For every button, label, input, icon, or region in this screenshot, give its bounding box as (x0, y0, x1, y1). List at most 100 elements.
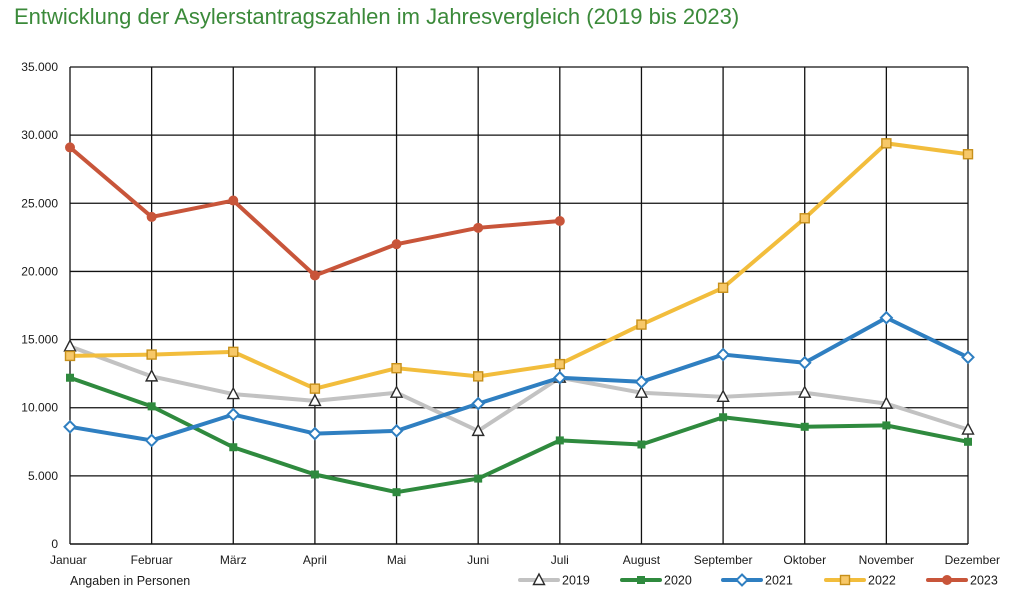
data-point-2020-november (882, 421, 891, 430)
data-point-2023-april (309, 270, 320, 281)
x-tick-label-dezember: Dezember (945, 553, 1000, 567)
legend-marker-2021 (735, 573, 749, 587)
legend-marker-2020 (637, 576, 645, 584)
data-point-2023-januar (65, 142, 75, 153)
y-tick-label: 30.000 (21, 128, 58, 142)
data-point-2020-oktober (800, 422, 809, 431)
data-point-2023-mai (391, 239, 402, 250)
data-point-2019-januar (63, 338, 77, 352)
data-point-2022-februar (146, 349, 157, 360)
series-line-2021 (68, 315, 970, 443)
series-2020 (66, 373, 972, 497)
legend-label-2020: 2020 (664, 574, 692, 588)
legend-item-2023: 2023 (926, 574, 998, 588)
legend-label-2019: 2019 (562, 574, 590, 588)
legend-item-2019: 2019 (518, 572, 590, 588)
data-point-2021-april (307, 426, 322, 441)
data-point-2022-april (309, 383, 321, 394)
data-point-2022-oktober (799, 213, 810, 224)
data-point-2020-mai (392, 488, 401, 497)
x-tick-label-august: August (623, 553, 661, 567)
data-point-2019-februar (144, 368, 159, 382)
data-point-2020-september (719, 413, 728, 422)
x-tick-label-november: November (859, 553, 914, 567)
data-point-2021-mai (389, 423, 404, 438)
data-point-2023-juni (473, 222, 484, 233)
data-point-2020-dezember (964, 437, 972, 446)
data-point-2022-november (881, 138, 892, 149)
series-2022 (64, 138, 974, 394)
data-point-2021-august (634, 374, 649, 389)
data-point-2022-august (636, 319, 647, 330)
x-tick-label-marz: März (220, 553, 247, 567)
data-point-2019-november (879, 396, 894, 409)
data-point-2022-september (717, 282, 729, 293)
legend-label-2023: 2023 (970, 574, 998, 588)
data-point-2020-januar (66, 373, 74, 382)
legend-marker-2019 (532, 572, 546, 586)
y-tick-label: 10.000 (21, 401, 58, 415)
data-point-2020-august (637, 440, 646, 449)
y-tick-label: 25.000 (21, 196, 58, 210)
legend-item-2021: 2021 (721, 573, 793, 588)
data-point-2019-dezember (961, 422, 975, 435)
y-tick-label: 35.000 (21, 60, 58, 74)
data-point-2019-juni (471, 423, 485, 437)
chart-title: Entwicklung der Asylerstantragszahlen im… (14, 4, 740, 29)
data-point-2019-september (716, 389, 730, 403)
grid (69, 66, 969, 545)
legend-marker-2023 (942, 575, 952, 585)
data-point-2019-april (308, 393, 322, 407)
unit-note: Angaben in Personen (70, 574, 190, 588)
series-2023 (65, 142, 565, 281)
legend-label-2022: 2022 (868, 574, 896, 588)
y-tick-label: 0 (51, 537, 58, 551)
data-point-2023-juli (554, 216, 565, 227)
data-point-2021-juni (471, 396, 486, 411)
y-axis-ticks: 0 5.000 10.000 15.000 20.000 25.000 30.000 35.0… (21, 60, 58, 551)
data-point-2022-marz (228, 346, 239, 358)
data-point-2022-dezember (962, 149, 974, 160)
legend-item-2020: 2020 (620, 574, 692, 588)
data-point-2019-mai (389, 385, 404, 398)
data-point-2021-november (879, 310, 894, 325)
x-tick-label-juni: Juni (467, 553, 489, 567)
data-point-2020-februar (147, 402, 156, 411)
data-point-2019-marz (226, 386, 240, 400)
data-point-2021-dezember (961, 350, 975, 365)
data-point-2020-marz (229, 443, 238, 452)
data-point-2021-oktober (797, 355, 812, 370)
data-point-2022-juli (554, 358, 566, 370)
series-line-2019 (68, 344, 970, 433)
x-tick-label-mai: Mai (387, 553, 406, 567)
y-tick-label: 15.000 (21, 333, 58, 347)
x-tick-label-januar: Januar (50, 553, 87, 567)
y-tick-label: 5.000 (28, 469, 58, 483)
series-line-2020 (68, 375, 970, 495)
data-point-2021-marz (226, 407, 241, 422)
series-line-2022 (68, 141, 970, 391)
x-tick-label-februar: Februar (131, 553, 173, 567)
data-point-2019-august (634, 385, 649, 398)
y-tick-label: 20.000 (21, 264, 58, 278)
data-point-2019-oktober (798, 385, 812, 398)
legend-marker-2022 (839, 574, 851, 586)
data-point-2020-juni (474, 474, 483, 483)
x-tick-label-april: April (303, 553, 327, 567)
x-tick-label-oktober: Oktober (783, 553, 826, 567)
x-axis-ticks: Januar Februar März April Mai Juni Juli August S… (50, 553, 1000, 567)
data-point-2023-marz (228, 195, 239, 206)
series-layer (63, 138, 975, 497)
series-2021 (63, 310, 975, 448)
data-point-2022-januar (64, 350, 76, 362)
x-tick-label-september: September (694, 553, 753, 567)
data-point-2023-februar (146, 211, 157, 222)
data-point-2021-januar (63, 419, 77, 434)
data-point-2021-februar (144, 433, 159, 448)
data-point-2022-mai (391, 362, 402, 374)
legend-label-2021: 2021 (765, 574, 793, 588)
data-point-2021-juli (552, 370, 567, 385)
data-point-2020-juli (555, 436, 564, 445)
legend-item-2022: 2022 (824, 574, 896, 588)
